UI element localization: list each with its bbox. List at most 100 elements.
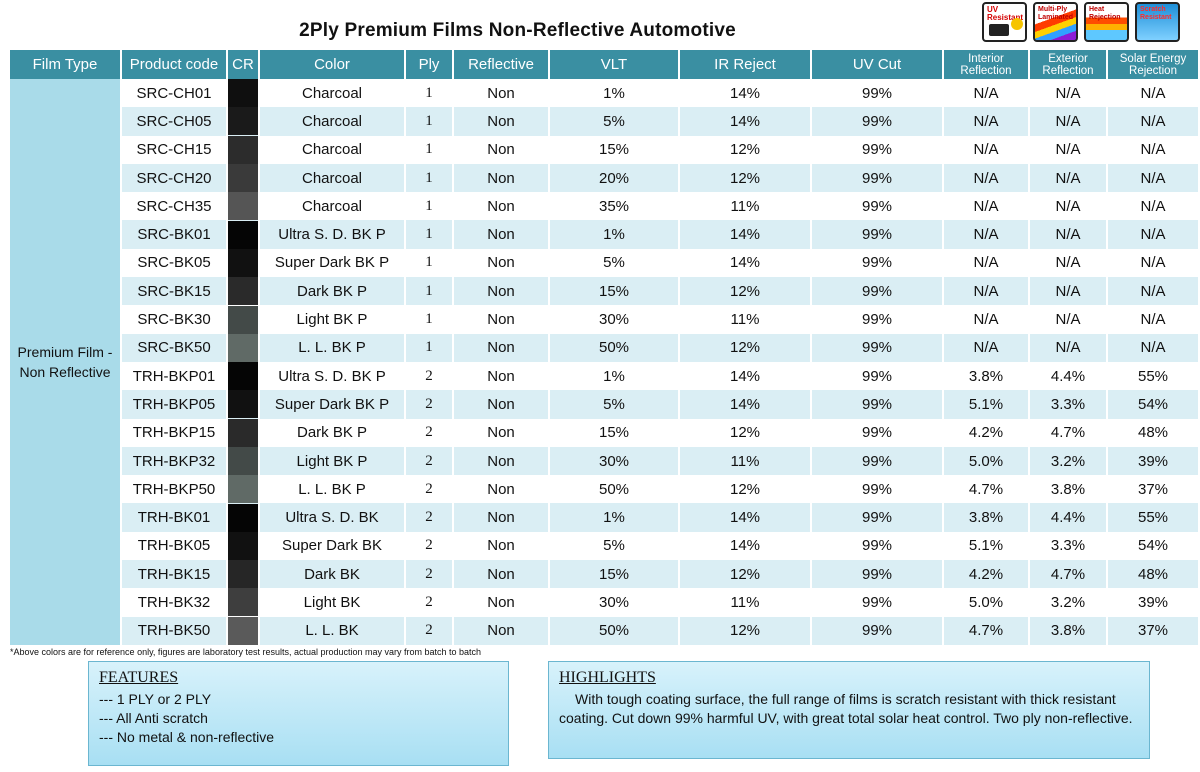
- table-body: Premium Film - Non Reflective SRC-CH01 Cha…: [10, 79, 1200, 645]
- color-name-cell: Charcoal: [260, 79, 406, 108]
- solar-energy-rejection-cell: N/A: [1108, 79, 1200, 108]
- color-swatch: [228, 560, 258, 589]
- interior-reflection-cell: 3.8%: [944, 361, 1030, 391]
- product-code-cell: SRC-CH01: [122, 79, 228, 108]
- ply-cell: 2: [406, 418, 454, 447]
- ir-reject-cell: 14%: [680, 531, 812, 561]
- exterior-reflection-cell: 3.2%: [1030, 446, 1108, 476]
- highlights-body: With tough coating surface, the full ran…: [559, 691, 1133, 726]
- table-row: SRC-BK01 Ultra S. D. BK P 1 Non 1% 14% 99% N/A N…: [10, 220, 1200, 249]
- ir-reject-cell: 11%: [680, 192, 812, 221]
- highlights-box: HIGHLIGHTS With tough coating surface, t…: [548, 661, 1150, 759]
- reflective-cell: Non: [454, 446, 550, 476]
- header-color: Color: [260, 50, 406, 79]
- scratch-resistant-badge-icon: Scratch Resistant: [1135, 2, 1180, 42]
- color-name-cell: Ultra S. D. BK P: [260, 361, 406, 391]
- ir-reject-cell: 14%: [680, 107, 812, 136]
- color-name-cell: Charcoal: [260, 135, 406, 164]
- ply-cell: 2: [406, 616, 454, 645]
- ply-cell: 1: [406, 333, 454, 362]
- color-name-cell: Super Dark BK: [260, 531, 406, 561]
- uv-cut-cell: 99%: [812, 107, 944, 136]
- ply-cell: 1: [406, 220, 454, 249]
- ply-cell: 2: [406, 560, 454, 589]
- ply-cell: 1: [406, 305, 454, 334]
- uv-cut-cell: 99%: [812, 560, 944, 589]
- color-swatch-cell: [228, 390, 260, 419]
- color-swatch-cell: [228, 588, 260, 617]
- ir-reject-cell: 14%: [680, 361, 812, 391]
- ply-cell: 2: [406, 390, 454, 419]
- exterior-reflection-cell: N/A: [1030, 135, 1108, 164]
- uv-cut-cell: 99%: [812, 616, 944, 645]
- solar-energy-rejection-cell: 37%: [1108, 616, 1200, 645]
- product-code-cell: SRC-CH15: [122, 135, 228, 164]
- reflective-cell: Non: [454, 616, 550, 645]
- vlt-cell: 15%: [550, 135, 680, 164]
- solar-energy-rejection-cell: 48%: [1108, 418, 1200, 447]
- uv-cut-cell: 99%: [812, 503, 944, 532]
- vlt-cell: 30%: [550, 446, 680, 476]
- interior-reflection-cell: N/A: [944, 163, 1030, 193]
- uv-cut-cell: 99%: [812, 135, 944, 164]
- color-swatch: [228, 333, 258, 362]
- product-code-cell: TRH-BK50: [122, 616, 228, 645]
- features-title: FEATURES: [99, 669, 179, 686]
- table-row: TRH-BKP05 Super Dark BK P 2 Non 5% 14% 99% 5.1%…: [10, 390, 1200, 419]
- header-solar-energy-rejection: Solar Energy Rejection: [1108, 50, 1200, 79]
- header-interior-reflection: Interior Reflection: [944, 50, 1030, 79]
- solar-energy-rejection-cell: 54%: [1108, 531, 1200, 561]
- ply-cell: 1: [406, 135, 454, 164]
- color-name-cell: Charcoal: [260, 163, 406, 193]
- reflective-cell: Non: [454, 163, 550, 193]
- ir-reject-cell: 14%: [680, 79, 812, 108]
- table-row: SRC-CH35 Charcoal 1 Non 35% 11% 99% N/A N/A N/A: [10, 192, 1200, 221]
- vlt-cell: 5%: [550, 531, 680, 561]
- ir-reject-cell: 12%: [680, 475, 812, 504]
- exterior-reflection-cell: 3.8%: [1030, 616, 1108, 645]
- interior-reflection-cell: N/A: [944, 333, 1030, 362]
- exterior-reflection-cell: 3.8%: [1030, 475, 1108, 504]
- ply-cell: 1: [406, 192, 454, 221]
- exterior-reflection-cell: 4.4%: [1030, 503, 1108, 532]
- interior-reflection-cell: N/A: [944, 79, 1030, 108]
- solar-energy-rejection-cell: N/A: [1108, 248, 1200, 278]
- table-row: SRC-CH05 Charcoal 1 Non 5% 14% 99% N/A N/A N/A: [10, 107, 1200, 136]
- vlt-cell: 50%: [550, 616, 680, 645]
- ply-cell: 2: [406, 446, 454, 476]
- badge-label: Scratch Resistant: [1140, 6, 1172, 21]
- ir-reject-cell: 12%: [680, 163, 812, 193]
- vlt-cell: 20%: [550, 163, 680, 193]
- color-name-cell: L. L. BK P: [260, 333, 406, 362]
- color-swatch: [228, 447, 258, 475]
- color-swatch: [228, 531, 258, 560]
- product-code-cell: TRH-BKP32: [122, 446, 228, 476]
- solar-energy-rejection-cell: 54%: [1108, 390, 1200, 419]
- feature-item: --- No metal & non-reflective: [99, 729, 275, 745]
- table-row: TRH-BKP15 Dark BK P 2 Non 15% 12% 99% 4.2% 4.7% 4…: [10, 418, 1200, 447]
- sun-shape: [1011, 18, 1023, 30]
- table-row: TRH-BKP32 Light BK P 2 Non 30% 11% 99% 5.0% 3.2%…: [10, 446, 1200, 476]
- exterior-reflection-cell: N/A: [1030, 107, 1108, 136]
- exterior-reflection-cell: N/A: [1030, 220, 1108, 249]
- uv-resistant-badge-icon: UV Resistant: [982, 2, 1027, 42]
- ply-cell: 1: [406, 248, 454, 278]
- color-name-cell: Light BK P: [260, 305, 406, 334]
- ply-cell: 1: [406, 277, 454, 306]
- color-swatch-cell: [228, 220, 260, 249]
- solar-energy-rejection-cell: 55%: [1108, 361, 1200, 391]
- solar-energy-rejection-cell: N/A: [1108, 135, 1200, 164]
- table-row: TRH-BK50 L. L. BK 2 Non 50% 12% 99% 4.7% 3.8% 37%: [10, 616, 1200, 645]
- product-code-cell: SRC-BK30: [122, 305, 228, 334]
- color-swatch-cell: [228, 192, 260, 221]
- table-row: SRC-BK05 Super Dark BK P 1 Non 5% 14% 99% N/A N/…: [10, 248, 1200, 278]
- uv-cut-cell: 99%: [812, 390, 944, 419]
- solar-energy-rejection-cell: N/A: [1108, 333, 1200, 362]
- uv-cut-cell: 99%: [812, 305, 944, 334]
- exterior-reflection-cell: N/A: [1030, 163, 1108, 193]
- table-row: Premium Film - Non Reflective SRC-CH01 Cha…: [10, 79, 1200, 645]
- ply-cell: 2: [406, 503, 454, 532]
- car-window-shape: [989, 24, 1009, 36]
- table-row: SRC-BK30 Light BK P 1 Non 30% 11% 99% N/A N/A N/A: [10, 305, 1200, 334]
- vlt-cell: 50%: [550, 475, 680, 504]
